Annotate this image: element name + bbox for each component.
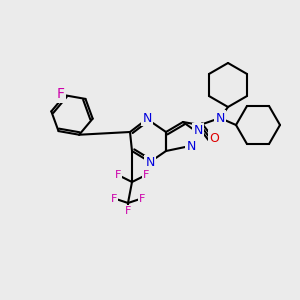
- Text: F: F: [115, 170, 121, 180]
- Text: F: F: [143, 170, 149, 180]
- Text: N: N: [186, 140, 196, 154]
- Text: F: F: [57, 87, 65, 101]
- Text: F: F: [111, 194, 117, 204]
- Text: N: N: [142, 112, 152, 124]
- Text: N: N: [215, 112, 225, 124]
- Text: F: F: [125, 206, 131, 216]
- Text: F: F: [139, 194, 145, 204]
- Text: O: O: [209, 131, 219, 145]
- Text: N: N: [145, 157, 155, 169]
- Text: N: N: [193, 124, 203, 137]
